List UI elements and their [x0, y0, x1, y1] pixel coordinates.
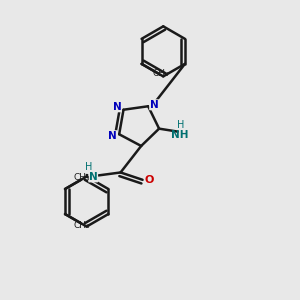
- Text: NH: NH: [171, 130, 188, 140]
- Text: O: O: [144, 175, 154, 185]
- Text: N: N: [89, 172, 98, 182]
- Text: CH₃: CH₃: [153, 69, 169, 78]
- Text: CH₃: CH₃: [74, 173, 91, 182]
- Text: CH₃: CH₃: [74, 221, 91, 230]
- Text: H: H: [85, 162, 93, 172]
- Text: N: N: [112, 102, 122, 112]
- Text: N: N: [150, 100, 158, 110]
- Text: H: H: [178, 120, 185, 130]
- Text: N: N: [108, 131, 117, 141]
